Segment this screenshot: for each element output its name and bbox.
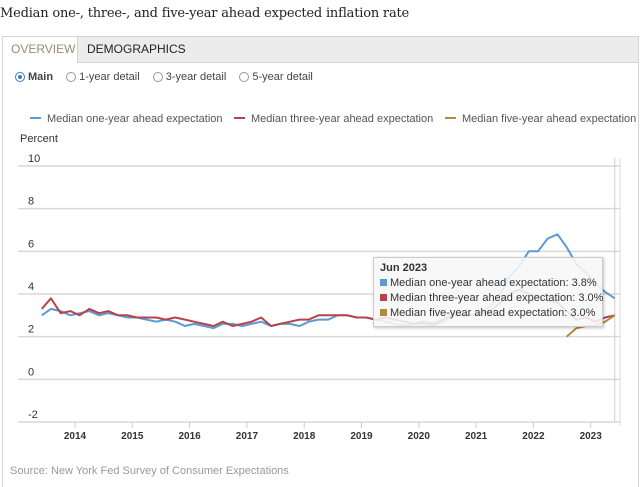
chart-panel: OVERVIEW DEMOGRAPHICS Main 1-year detail…	[2, 36, 639, 487]
x-tick-label: 2017	[236, 431, 259, 442]
y-tick-label: 4	[28, 281, 34, 293]
legend-swatch-icon	[30, 117, 41, 119]
view-options: Main 1-year detail 3-year detail 5-year …	[15, 71, 323, 83]
radio-unselected-icon	[152, 72, 163, 82]
x-tick-label: 2021	[465, 431, 488, 442]
x-tick-label: 2020	[408, 431, 431, 442]
y-tick-label: 8	[28, 196, 34, 208]
y-tick-label: 10	[28, 153, 40, 165]
series-square-icon	[380, 309, 387, 316]
page-title: Median one-, three-, and five-year ahead…	[0, 6, 410, 21]
legend-swatch-icon	[234, 117, 245, 119]
radio-unselected-icon	[66, 72, 77, 82]
radio-1-year-detail[interactable]: 1-year detail	[66, 71, 140, 83]
x-tick-label: 2015	[121, 431, 144, 442]
tooltip-row-three-year: Median three-year ahead expectation: 3.0…	[380, 291, 603, 306]
tooltip-row-five-year: Median five-year ahead expectation: 3.0%	[380, 306, 596, 321]
tab-demographics[interactable]: DEMOGRAPHICS	[87, 42, 186, 56]
x-tick-label: 2019	[350, 431, 373, 442]
x-tick-label: 2016	[178, 431, 201, 442]
x-tick-label: 2023	[580, 431, 603, 442]
legend-item-three-year[interactable]: Median three-year ahead expectation	[234, 113, 433, 125]
radio-main[interactable]: Main	[15, 71, 53, 83]
y-axis-title: Percent	[20, 133, 58, 145]
radio-selected-icon	[15, 72, 25, 82]
series-square-icon	[380, 294, 387, 301]
series-square-icon	[380, 279, 387, 286]
legend-item-five-year[interactable]: Median five-year ahead expectation	[445, 113, 636, 125]
chart-tooltip: Jun 2023 Median one-year ahead expectati…	[373, 257, 603, 327]
y-tick-label: 0	[28, 366, 34, 378]
tooltip-title: Jun 2023	[380, 262, 428, 274]
tab-bar: OVERVIEW DEMOGRAPHICS	[3, 37, 638, 63]
radio-unselected-icon	[239, 72, 250, 82]
tooltip-row-one-year: Median one-year ahead expectation: 3.8%	[380, 276, 597, 291]
y-tick-label: -2	[28, 409, 38, 421]
x-tick-label: 2022	[522, 431, 545, 442]
y-tick-label: 6	[28, 238, 34, 250]
x-tick-label: 2018	[293, 431, 316, 442]
legend-swatch-icon	[445, 117, 456, 119]
x-tick-label: 2014	[64, 431, 87, 442]
y-tick-label: 2	[28, 324, 34, 336]
source-note: Source: New York Fed Survey of Consumer …	[10, 465, 289, 477]
radio-5-year-detail[interactable]: 5-year detail	[239, 71, 313, 83]
tab-overview[interactable]: OVERVIEW	[3, 37, 78, 63]
legend-item-one-year[interactable]: Median one-year ahead expectation	[30, 113, 223, 125]
radio-3-year-detail[interactable]: 3-year detail	[152, 71, 226, 83]
